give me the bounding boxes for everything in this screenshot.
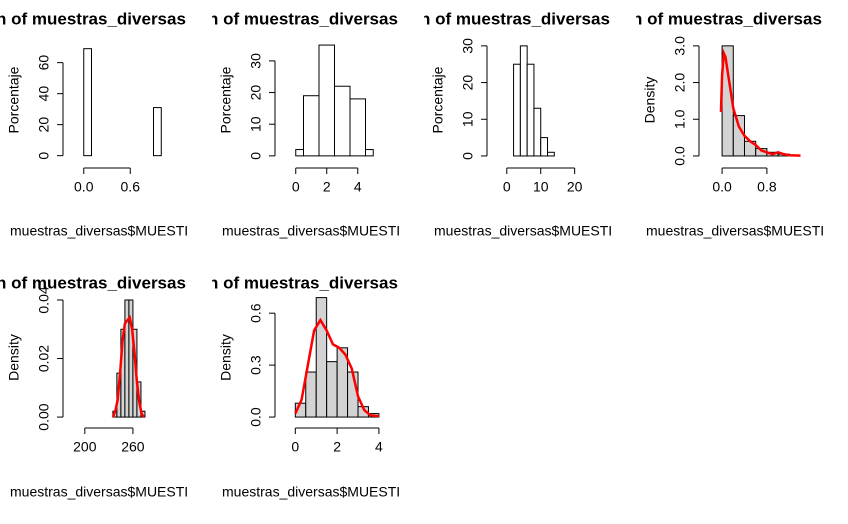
y-tick-label: 40 (36, 86, 52, 102)
y-tick-label: 30 (248, 53, 264, 69)
panel: n of muestras_diversas muestras_diversas$… (208, 9, 400, 239)
y-tick-label: 30 (460, 38, 476, 54)
panel: n of muestras_diversas muestras_diversas$… (208, 273, 400, 500)
y-tick-label: 0.04 (36, 286, 52, 313)
chart-title: n of muestras_diversas (0, 9, 186, 28)
bar (732, 115, 745, 157)
x-tick-label: 200 (73, 439, 97, 455)
y-tick-label: 20 (36, 117, 52, 133)
panel: n of muestras_diversas muestras_diversas$… (420, 9, 612, 239)
y-tick-label: 20 (460, 75, 476, 91)
bar (334, 85, 351, 157)
density-curve (719, 48, 801, 157)
y-axis-label: Density (6, 334, 22, 381)
x-tick-label: 4 (375, 439, 383, 455)
x-tick-label: 0.8 (757, 179, 777, 195)
chart-title: n of muestras_diversas (0, 273, 186, 292)
x-tick-label: 10 (533, 179, 549, 195)
bar (540, 137, 549, 157)
x-axis-label: muestras_diversas$MUESTI (10, 223, 188, 239)
x-tick-label: 260 (121, 439, 145, 455)
y-tick-label: 0.02 (36, 345, 52, 372)
x-tick-label: 4 (354, 179, 362, 195)
chart-title: n of muestras_diversas (632, 9, 822, 28)
bar (513, 63, 521, 157)
y-tick-label: 10 (460, 111, 476, 127)
y-tick-label: 0.00 (36, 403, 52, 430)
x-tick-label: 2 (333, 439, 341, 455)
x-tick-label: 0 (291, 439, 299, 455)
y-axis-label: Porcentaje (218, 66, 234, 133)
density-curve (111, 314, 146, 418)
chart-title: n of muestras_diversas (208, 9, 398, 28)
bar (365, 149, 374, 157)
y-tick-label: 1.0 (672, 109, 688, 129)
bar (349, 98, 366, 157)
x-tick-label: 2 (323, 179, 331, 195)
y-axis-label: Density (642, 77, 658, 124)
y-tick-label: 0 (36, 152, 52, 160)
y-tick-label: 60 (36, 55, 52, 71)
x-axis-label: muestras_diversas$MUESTI (646, 223, 824, 239)
y-tick-label: 10 (248, 116, 264, 132)
y-axis-label: Porcentaje (6, 66, 22, 133)
y-axis-label: Density (218, 334, 234, 381)
y-tick-label: 20 (248, 85, 264, 101)
x-tick-label: 0.0 (712, 179, 732, 195)
x-axis-label: muestras_diversas$MUESTI (222, 223, 400, 239)
bar (526, 63, 535, 157)
x-tick-label: 0 (503, 179, 511, 195)
y-axis-label: Porcentaje (430, 66, 446, 133)
x-tick-label: 0 (292, 179, 300, 195)
density-curve (294, 317, 380, 418)
x-tick-label: 0.6 (121, 179, 141, 195)
x-tick-label: 0.0 (74, 179, 94, 195)
bar (519, 45, 528, 157)
bar (315, 297, 328, 418)
chart-title: n of muestras_diversas (208, 273, 398, 292)
bar (83, 48, 92, 157)
chart-title: n of muestras_diversas (420, 9, 610, 28)
y-tick-label: 0.0 (672, 146, 688, 166)
x-tick-label: 20 (567, 179, 583, 195)
bar (305, 371, 317, 418)
y-tick-label: 0.0 (248, 407, 264, 427)
y-tick-label: 3.0 (672, 36, 688, 56)
panel: n of muestras_diversas muestras_diversas$… (0, 9, 188, 238)
bar (547, 151, 555, 157)
panel: n of muestras_diversas muestras_diversas$… (0, 273, 188, 499)
bar (295, 149, 304, 157)
bar (533, 107, 542, 157)
bar (153, 107, 162, 157)
x-axis-label: muestras_diversas$MUESTI (10, 484, 188, 500)
y-tick-label: 0 (460, 152, 476, 160)
y-tick-label: 0 (248, 152, 264, 160)
bar (303, 95, 320, 157)
y-tick-label: 2.0 (672, 73, 688, 93)
x-axis-label: muestras_diversas$MUESTI (434, 223, 612, 239)
bar (326, 361, 338, 418)
y-tick-label: 0.6 (248, 303, 264, 323)
y-tick-label: 0.3 (248, 355, 264, 375)
bar (318, 44, 335, 157)
panel: n of muestras_diversas muestras_diversas$… (632, 9, 824, 239)
x-axis-label: muestras_diversas$MUESTI (222, 484, 400, 500)
